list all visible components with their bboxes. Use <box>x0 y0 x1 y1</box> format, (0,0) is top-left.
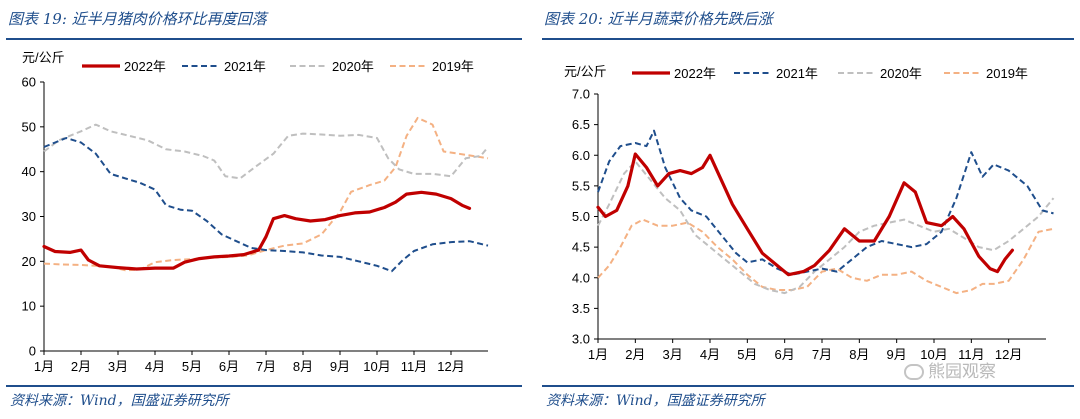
series-line-2022年 <box>42 190 472 271</box>
source-rule <box>542 385 1074 387</box>
legend-label: 2021年 <box>776 66 818 81</box>
x-tick-label: 8月 <box>849 347 869 362</box>
figure-title: 图表 20: 近半月蔬菜价格先跌后涨 <box>544 10 773 28</box>
x-tick-label: 4月 <box>145 359 165 374</box>
y-tick-label: 3.0 <box>572 332 590 347</box>
x-tick-label: 11月 <box>401 359 428 374</box>
y-tick-label: 60 <box>22 75 36 90</box>
x-tick-label: 12月 <box>437 359 464 374</box>
pork-price-chart: 元/公斤 0 10 20 30 40 50 60 1月 2月 3月 4月 5月 6月 7月 8月 9月 10月 11… <box>22 50 489 374</box>
y-axis-label: 元/公斤 <box>564 64 607 79</box>
x-tick-label: 10月 <box>920 347 947 362</box>
y-tick-label: 4.5 <box>572 240 590 255</box>
y-tick-label: 4.0 <box>572 270 590 285</box>
chart-panel-vegetable: 图表 20: 近半月蔬菜价格先跌后涨 元/公斤 3.0 3.5 4.0 4.5 5.0 5.… <box>536 0 1080 419</box>
y-tick-label: 6.5 <box>572 117 590 132</box>
figure-title: 图表 19: 近半月猪肉价格环比再度回落 <box>8 10 267 28</box>
x-tick-label: 10月 <box>363 359 390 374</box>
legend-label: 2019年 <box>432 59 474 74</box>
y-tick-label: 30 <box>22 209 36 224</box>
y-tick-label: 5.0 <box>572 209 590 224</box>
x-tick-label: 5月 <box>182 359 202 374</box>
chart-panel-pork: 图表 19: 近半月猪肉价格环比再度回落 元/公斤 0 10 20 30 40 50 60 1月… <box>0 0 528 419</box>
x-tick-label: 4月 <box>700 347 720 362</box>
source-note: 资料来源：Wind，国盛证券研究所 <box>546 393 765 409</box>
series-line-2020年 <box>597 160 1055 295</box>
y-tick-label: 3.5 <box>572 301 590 316</box>
x-tick-label: 8月 <box>293 359 313 374</box>
watermark-text: 熊园观察 <box>928 362 996 382</box>
x-tick-label: 9月 <box>330 359 350 374</box>
legend-label: 2019年 <box>986 66 1028 81</box>
source-rule <box>6 385 522 387</box>
x-tick-label: 1月 <box>588 347 608 362</box>
y-tick-label: 6.0 <box>572 148 590 163</box>
x-tick-label: 5月 <box>737 347 757 362</box>
x-tick-label: 3月 <box>108 359 128 374</box>
series-line-2021年 <box>43 137 489 273</box>
x-tick-label: 7月 <box>812 347 832 362</box>
y-tick-label: 20 <box>22 254 36 269</box>
series-line-2020年 <box>43 123 489 180</box>
series-line-2019年 <box>597 218 1054 295</box>
vegetable-price-chart: 元/公斤 3.0 3.5 4.0 4.5 5.0 5.5 6.0 6.5 7.0 1月 2月 3月 4月 5… <box>564 64 1055 362</box>
legend-label: 2022年 <box>674 66 716 81</box>
x-tick-label: 11月 <box>958 347 985 362</box>
x-tick-label: 7月 <box>256 359 276 374</box>
x-tick-label: 6月 <box>219 359 239 374</box>
y-tick-label: 50 <box>22 119 36 134</box>
y-tick-label: 10 <box>22 299 36 314</box>
y-tick-label: 5.5 <box>572 178 590 193</box>
x-tick-label: 1月 <box>34 359 54 374</box>
x-tick-label: 2月 <box>71 359 91 374</box>
x-tick-label: 2月 <box>625 347 645 362</box>
wechat-icon <box>904 364 924 380</box>
series-line-2021年 <box>597 129 1054 276</box>
legend-label: 2021年 <box>224 59 266 74</box>
title-rule <box>6 38 522 40</box>
legend-label: 2020年 <box>332 59 374 74</box>
title-rule <box>542 38 1074 40</box>
y-tick-label: 0 <box>29 344 36 359</box>
y-axis-label: 元/公斤 <box>22 50 65 65</box>
x-tick-label: 3月 <box>663 347 683 362</box>
series-line-2022年 <box>596 152 1014 277</box>
legend-label: 2022年 <box>124 59 166 74</box>
y-tick-label: 7.0 <box>572 87 590 102</box>
legend-label: 2020年 <box>880 66 922 81</box>
y-tick-label: 40 <box>22 164 36 179</box>
watermark: 熊园观察 <box>904 357 996 382</box>
x-tick-label: 9月 <box>887 347 907 362</box>
x-tick-label: 12月 <box>995 347 1022 362</box>
source-note: 资料来源：Wind，国盛证券研究所 <box>10 393 229 409</box>
x-tick-label: 6月 <box>775 347 795 362</box>
